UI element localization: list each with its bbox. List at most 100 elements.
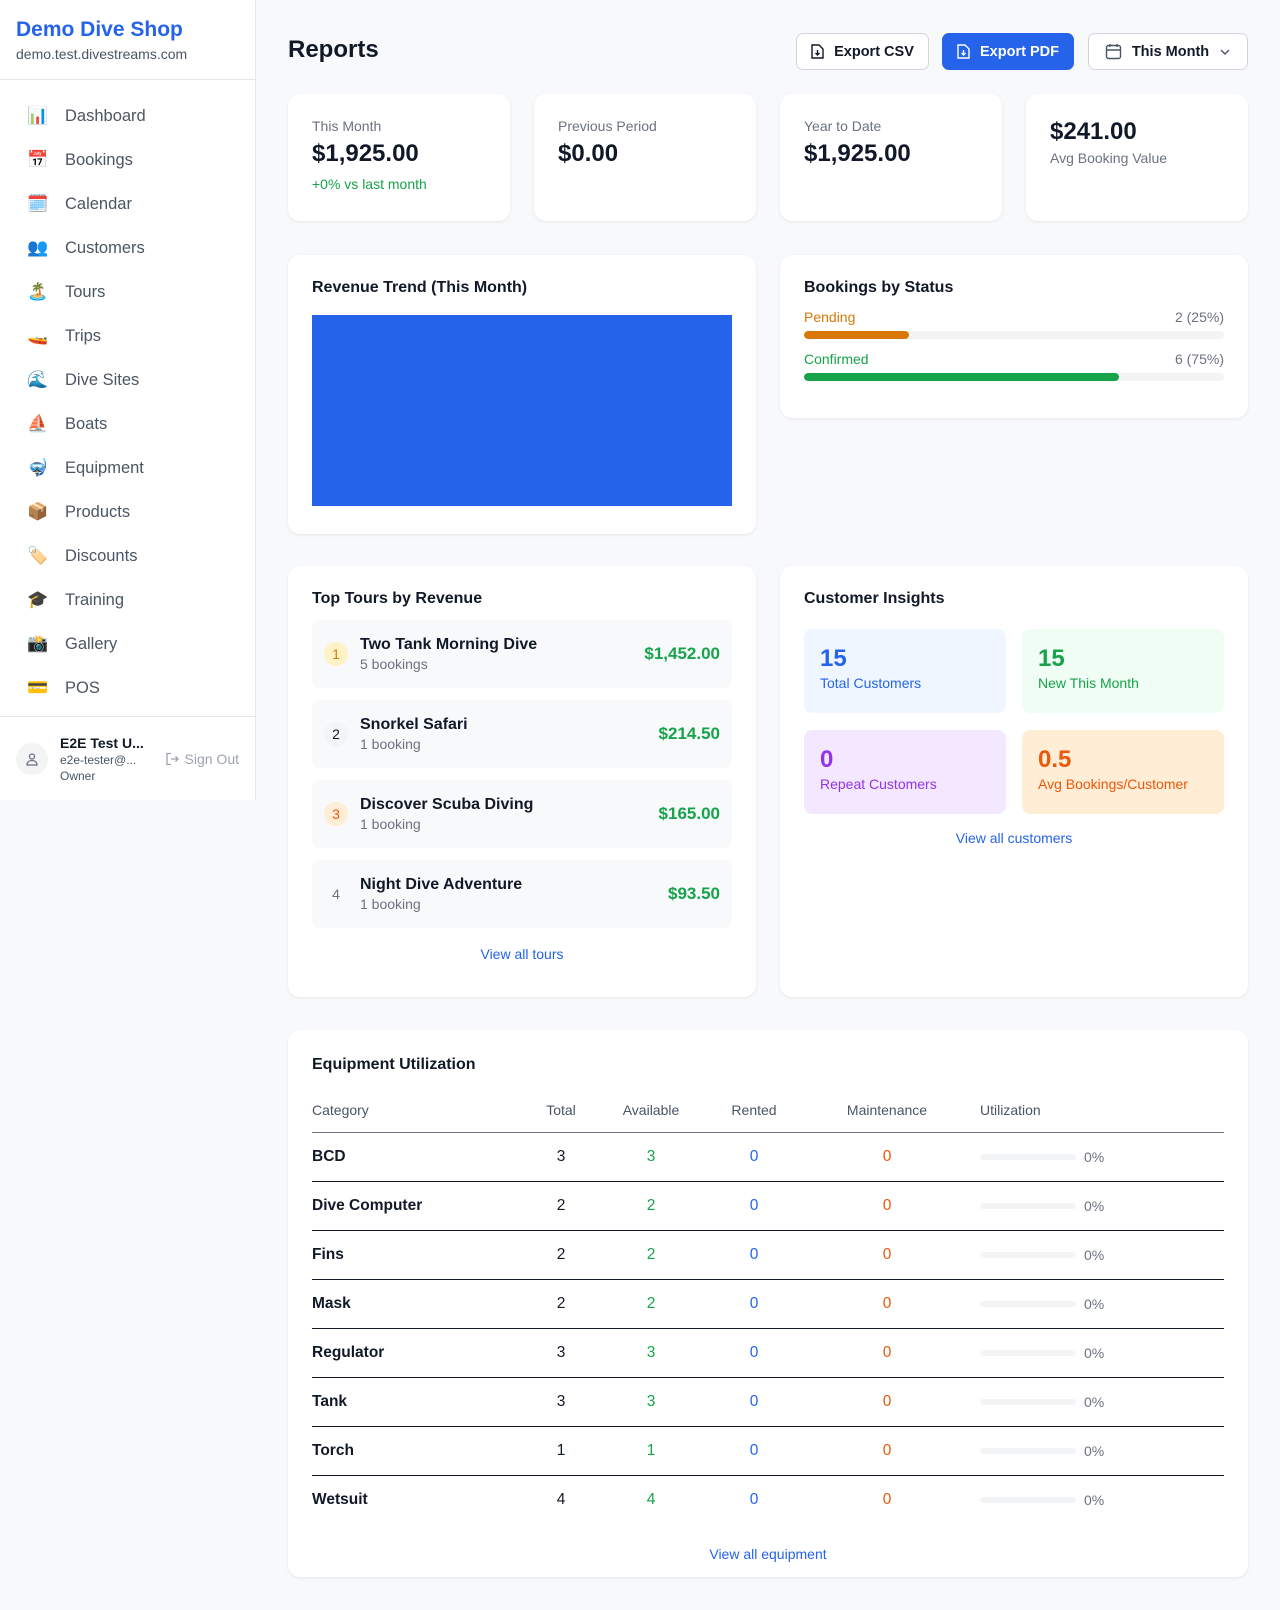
status-label: Confirmed [804,351,869,367]
status-track [804,331,1224,339]
bookings-icon: 📅 [27,150,49,169]
total-cell: 4 [556,1490,566,1508]
view-all-tours-link[interactable]: View all tours [480,946,564,962]
total-cell: 3 [526,1377,596,1427]
sidebar-item-training[interactable]: 🎓 Training [0,578,255,622]
sidebar-item-tours[interactable]: 🏝️ Tours [0,270,255,314]
revenue-trend-card: Revenue Trend (This Month) [288,255,756,534]
utilization-value: 0% [1084,1148,1105,1165]
sidebar-nav: 📊 Dashboard 📅 Bookings 🗓️ Calendar 👥 Customers 🏝… [0,80,255,710]
table-row: Torch 1 1 0 0 0% [312,1426,1224,1476]
user-panel: E2E Test U... e2e-tester@... Owner Sign … [0,716,255,800]
sidebar-item-label: Bookings [65,150,133,169]
stat-card-avg-booking: $241.00 Avg Booking Value [1026,94,1248,221]
sidebar-item-customers[interactable]: 👥 Customers [0,226,255,270]
maintenance-cell: 0 [802,1132,972,1182]
training-icon: 🎓 [27,590,49,609]
status-count: 2 (25%) [1174,309,1224,325]
utilization-bar [980,1349,1076,1356]
utilization-cell: 0% [980,1247,1224,1263]
user-name: E2E Test U... [60,734,144,751]
sign-out-button[interactable]: Sign Out [165,751,239,767]
utilization-bar [980,1447,1076,1454]
sidebar-item-label: Dive Sites [65,370,140,389]
customers-icon: 👥 [27,238,49,257]
shop-name[interactable]: Demo Dive Shop [16,18,183,41]
stat-label: Avg Booking Value [1050,150,1168,166]
column-header: Available [596,1088,706,1133]
table-row: Fins 2 2 0 0 0% [312,1230,1224,1280]
category-cell: Dive Computer [312,1181,526,1231]
rented-cell: 0 [706,1132,802,1182]
tour-bookings: 1 booking [360,816,421,832]
tour-row[interactable]: 1 Two Tank Morning Dive 5 bookings $1,452.0… [312,620,732,688]
card-title: Bookings by Status [804,279,954,296]
tile-label: New This Month [1038,675,1139,691]
sidebar-item-equipment[interactable]: 🤿 Equipment [0,446,255,490]
period-select[interactable]: This Month [1088,33,1248,70]
tour-row[interactable]: 3 Discover Scuba Diving 1 booking $165.00 [312,780,732,848]
sign-out-icon [165,752,179,765]
rank-badge: 3 [324,802,348,826]
boats-icon: ⛵ [27,414,49,433]
utilization-cell: 0% [980,1198,1224,1214]
sidebar-item-dive-sites[interactable]: 🌊 Dive Sites [0,358,255,402]
sidebar-item-gallery[interactable]: 📸 Gallery [0,622,255,666]
tile-label: Repeat Customers [820,776,937,792]
sidebar-item-calendar[interactable]: 🗓️ Calendar [0,182,255,226]
sidebar-item-products[interactable]: 📦 Products [0,490,255,534]
chevron-down-icon [1220,49,1230,55]
rented-cell: 0 [749,1490,759,1508]
utilization-value: 0% [1084,1246,1105,1263]
export-pdf-button[interactable]: Export PDF [942,33,1074,70]
sidebar-item-pos[interactable]: 💳 POS [0,666,255,710]
view-all-equipment-link[interactable]: View all equipment [709,1546,827,1562]
bookings-by-status-card: Bookings by Status Pending 2 (25%) Confirm… [780,255,1248,418]
category-cell: Tank [312,1377,526,1427]
sidebar-item-dashboard[interactable]: 📊 Dashboard [0,94,255,138]
utilization-bar [980,1496,1076,1503]
utilization-cell: 0% [980,1394,1224,1410]
column-header: Maintenance [802,1088,972,1133]
status-label: Pending [804,309,856,325]
category-cell: Fins [312,1230,526,1280]
maintenance-cell: 0 [882,1490,892,1508]
stat-value: $0.00 [558,140,619,167]
equipment-table: Category Total Available Rented Maintena… [312,1088,1224,1524]
tour-row[interactable]: 2 Snorkel Safari 1 booking $214.50 [312,700,732,768]
rank-badge: 2 [324,722,348,746]
revenue-chart-bar [312,315,732,506]
available-cell: 2 [596,1279,706,1329]
tile-label: Avg Bookings/Customer [1038,776,1188,792]
available-cell: 2 [596,1230,706,1280]
tile-repeat-customers: 0 Repeat Customers [804,730,1006,814]
total-cell: 2 [526,1279,596,1329]
sidebar-item-label: Training [65,590,124,609]
export-csv-button[interactable]: Export CSV [796,33,929,70]
sidebar-item-boats[interactable]: ⛵ Boats [0,402,255,446]
page-title: Reports [288,36,379,63]
table-row: Wetsuit 4 4 0 0 0% [312,1475,1224,1524]
tile-value: 15 [1038,645,1065,672]
stat-change: +0% vs last month [312,176,427,192]
utilization-cell: 0% [980,1149,1224,1165]
sign-out-label: Sign Out [184,750,239,767]
status-bar-fill [804,331,909,339]
maintenance-cell: 0 [802,1426,972,1476]
available-cell: 1 [596,1426,706,1476]
shop-domain: demo.test.divestreams.com [16,46,188,62]
total-cell: 2 [526,1230,596,1280]
tile-value: 0.5 [1038,746,1072,773]
sidebar-item-discounts[interactable]: 🏷️ Discounts [0,534,255,578]
sidebar-item-label: Customers [65,238,145,257]
maintenance-cell: 0 [802,1279,972,1329]
sidebar-item-bookings[interactable]: 📅 Bookings [0,138,255,182]
tour-name: Night Dive Adventure [360,876,523,893]
products-icon: 📦 [27,502,49,521]
view-all-customers-link[interactable]: View all customers [955,830,1073,846]
sidebar-item-trips[interactable]: 🚤 Trips [0,314,255,358]
utilization-value: 0% [1084,1344,1105,1361]
sidebar-item-label: POS [65,678,100,697]
tour-row[interactable]: 4 Night Dive Adventure 1 booking $93.50 [312,860,732,928]
available-cell: 3 [596,1377,706,1427]
